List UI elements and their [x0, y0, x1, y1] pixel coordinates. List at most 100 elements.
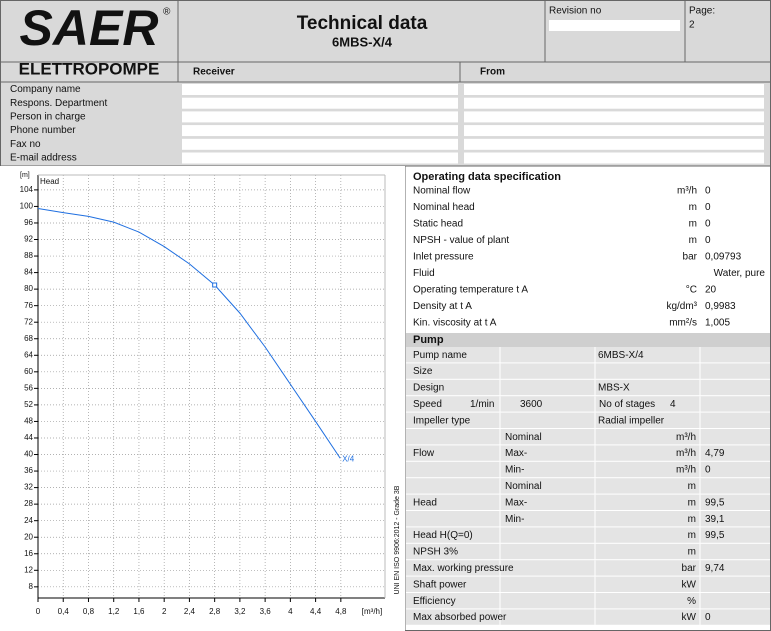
cell-label: Pump name: [413, 350, 467, 361]
curve-label: X/4: [342, 454, 355, 463]
y-tick-label: 100: [20, 202, 34, 211]
y-tick-label: 44: [24, 433, 33, 442]
revision-label: Revision no: [549, 6, 602, 17]
row-label: Kin. viscosity at t A: [413, 318, 497, 329]
y-label: Head: [40, 177, 59, 186]
x-tick-label: 2,4: [184, 607, 196, 616]
cell-unit: m³/h: [676, 432, 696, 443]
logo-mark: ®: [163, 7, 171, 18]
cell-sub: Max-: [505, 448, 527, 459]
row-value: 0: [705, 202, 711, 213]
x-tick-label: 1,2: [108, 607, 120, 616]
cell-label: Speed: [413, 399, 442, 410]
cell-unit: m³/h: [676, 465, 696, 476]
y-tick-label: 20: [24, 532, 33, 541]
contact-label: Respons. Department: [10, 98, 107, 109]
y-tick-label: 52: [24, 400, 33, 409]
cell-value: 39,1: [705, 514, 725, 525]
x-tick-label: 2,8: [209, 607, 221, 616]
y-tick-label: 64: [24, 350, 33, 359]
row-unit: bar: [683, 252, 698, 263]
input: [182, 125, 458, 137]
row-bg: [406, 347, 770, 363]
cell-text: 6MBS-X/4: [598, 350, 644, 361]
row-value: Water, pure: [714, 268, 766, 279]
x-tick-label: 4: [288, 607, 293, 616]
y-tick-label: 56: [24, 383, 33, 392]
cell-value: 99,5: [705, 497, 725, 508]
row-bg: [406, 412, 770, 428]
input: [464, 84, 764, 95]
cell-label: Design: [413, 383, 444, 394]
row-label: Static head: [413, 219, 463, 230]
row-label: Nominal flow: [413, 186, 471, 197]
row-value: 1,005: [705, 318, 730, 329]
y-tick-label: 36: [24, 466, 33, 475]
y-tick-label: 76: [24, 301, 33, 310]
row-unit: m: [689, 219, 697, 230]
curve: [37, 207, 341, 459]
y-tick-label: 48: [24, 417, 33, 426]
input: [464, 138, 764, 150]
cell-label: Max. working pressure: [413, 563, 514, 574]
input: [464, 125, 764, 137]
x-tick-label: 3,2: [234, 607, 246, 616]
row-bg: [406, 593, 770, 609]
row-value: 20: [705, 285, 717, 296]
row-bg: [406, 511, 770, 527]
receiver-label: Receiver: [193, 67, 235, 78]
input: [182, 97, 458, 109]
row-value: 0: [705, 219, 711, 230]
group-label: Flow: [413, 448, 435, 459]
y-tick-label: 88: [24, 251, 33, 260]
row-bg: [406, 527, 770, 543]
y-tick-label: 60: [24, 367, 33, 376]
input: [464, 97, 764, 109]
row-value: 0,09793: [705, 252, 742, 263]
cell-label: Shaft power: [413, 579, 467, 590]
row-label: Fluid: [413, 268, 435, 279]
row-bg: [406, 609, 770, 625]
section-bg: [406, 333, 770, 347]
input: [182, 111, 458, 123]
cell-label: Size: [413, 366, 433, 377]
logo: SAER: [20, 0, 159, 56]
row-bg: [406, 494, 770, 510]
row-value: 0: [705, 235, 711, 246]
cell-stages: 4: [670, 399, 676, 410]
y-tick-label: 104: [20, 185, 34, 194]
cell-sub: Max-: [505, 497, 527, 508]
y-tick-label: 12: [24, 565, 33, 574]
x-unit: [m³/h]: [362, 607, 382, 616]
row-value: 0: [705, 186, 711, 197]
row-bg: [406, 543, 770, 560]
title: Technical data: [297, 13, 428, 34]
page-label: Page:: [689, 6, 715, 17]
x-tick-label: 1,6: [133, 607, 145, 616]
row-bg: [406, 379, 770, 396]
cell-speed: 3600: [520, 399, 543, 410]
x-tick-label: 0: [36, 607, 41, 616]
row-label: Inlet pressure: [413, 252, 474, 263]
cell-sub: Min-: [505, 514, 524, 525]
revision-input: [549, 20, 680, 31]
row-unit: m: [689, 235, 697, 246]
cell-unit: bar: [682, 563, 697, 574]
from-label: From: [480, 67, 505, 78]
input: [182, 138, 458, 150]
section-title: Operating data specification: [413, 171, 561, 183]
subtitle: 6MBS-X/4: [332, 34, 393, 49]
cell-label: Efficiency: [413, 596, 456, 607]
row-bg: [406, 478, 770, 494]
cell-speed-unit: 1/min: [470, 399, 494, 410]
cell-label: Head H(Q=0): [413, 530, 473, 541]
y-tick-label: 96: [24, 218, 33, 227]
note: UNI EN ISO 9906:2012 - Grade 3B: [394, 485, 401, 594]
row-label: Operating temperature t A: [413, 285, 528, 296]
logo-subtitle: ELETTROPOMPE: [19, 59, 160, 78]
x-tick-label: 0,8: [83, 607, 95, 616]
page-number: 2: [689, 20, 695, 31]
y-tick-label: 68: [24, 334, 33, 343]
row-label: Nominal head: [413, 202, 475, 213]
